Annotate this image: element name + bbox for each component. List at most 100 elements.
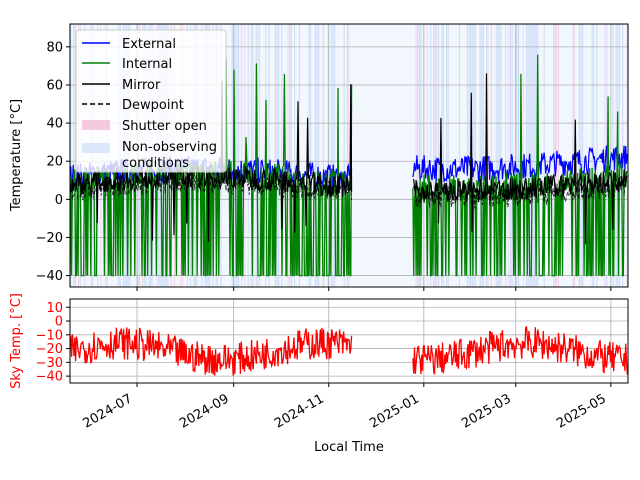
nonobserving-band: [238, 24, 240, 287]
top-panel: −40 −20 0 20 40 60 80 Temperature [°C] Externa…: [9, 23, 629, 291]
top-y-tick-label: −20: [36, 231, 63, 246]
legend-mirror-label: Mirror: [122, 78, 161, 93]
bottom-y-axis-label: Sky Temp. [°C]: [9, 293, 24, 389]
legend-external-label: External: [122, 37, 176, 52]
nonobserving-band: [535, 24, 537, 287]
internal-series: [70, 57, 353, 277]
internal-series: [412, 54, 628, 277]
nonobserving-band: [433, 24, 435, 287]
top-x-ticks: [136, 287, 612, 291]
legend-dewpoint-label: Dewpoint: [122, 98, 184, 113]
nonobserving-band: [298, 24, 300, 287]
nonobserving-band: [250, 24, 252, 287]
x-tick-label: 2025-01: [367, 391, 422, 431]
bottom-y-tick-label: −10: [36, 328, 63, 343]
nonobserving-band: [482, 24, 484, 287]
nonobserving-band: [330, 24, 332, 287]
shutter-open-band: [348, 24, 350, 287]
nonobserving-band: [316, 24, 318, 287]
nonobserving-band: [258, 24, 260, 287]
bottom-y-tick-label: −30: [36, 356, 63, 371]
nonobserving-band: [70, 24, 72, 287]
nonobserving-band: [310, 24, 312, 287]
nonobserving-band: [479, 24, 481, 287]
nonobserving-band: [314, 24, 316, 287]
nonobserving-band: [580, 24, 582, 287]
legend-nonobs-label-2: conditions: [122, 156, 189, 171]
bottom-y-tick-label: 10: [46, 301, 63, 316]
nonobserving-band: [289, 24, 291, 287]
nonobserving-band: [526, 24, 528, 287]
bottom-y-tick-label: −40: [36, 370, 63, 385]
nonobserving-band: [308, 24, 310, 287]
nonobserving-band: [596, 24, 598, 287]
mirror-series: [412, 73, 628, 245]
nonobserving-band: [527, 24, 529, 287]
nonobserving-band: [481, 24, 483, 287]
nonobserving-band: [231, 24, 233, 287]
nonobserving-band: [473, 24, 475, 287]
nonobserving-band: [420, 24, 422, 287]
shutter-open-band: [436, 24, 438, 287]
nonobserving-band: [495, 24, 497, 287]
nonobserving-band: [622, 24, 624, 287]
nonobserving-band: [294, 24, 296, 287]
nonobserving-band: [518, 24, 520, 287]
nonobserving-band: [417, 24, 419, 287]
nonobserving-band: [332, 24, 334, 287]
nonobserving-band: [468, 24, 470, 287]
nonobserving-band: [247, 24, 249, 287]
shutter-open-band: [415, 24, 417, 287]
nonobserving-band: [442, 24, 444, 287]
legend-nonobs-swatch: [82, 143, 110, 153]
legend-shutter-swatch: [82, 120, 110, 130]
nonobserving-band: [530, 24, 532, 287]
bottom-series: [70, 325, 628, 376]
nonobserving-band: [446, 24, 448, 287]
sky-temp-series: [412, 325, 628, 375]
shutter-open-band: [508, 24, 510, 287]
nonobserving-band: [236, 24, 238, 287]
nonobserving-band: [500, 24, 502, 287]
top-y-axis-label: Temperature [°C]: [9, 99, 24, 212]
nonobserving-band: [516, 24, 518, 287]
x-tick-label: 2025-05: [554, 391, 609, 431]
nonobserving-band: [343, 24, 345, 287]
x-axis-label: Local Time: [314, 440, 384, 455]
sky-temp-series: [70, 327, 353, 376]
nonobserving-band: [434, 24, 436, 287]
legend-shutter-label: Shutter open: [122, 119, 207, 134]
legend-internal-label: Internal: [122, 57, 172, 72]
bottom-y-tick-label: 0: [55, 315, 63, 330]
shutter-open-band: [244, 24, 246, 287]
nonobserving-band: [74, 24, 76, 287]
top-y-tick-label: 40: [46, 117, 63, 132]
nonobserving-band: [334, 24, 336, 287]
nonobserving-band: [418, 24, 420, 287]
x-tick-label: 2024-09: [177, 391, 232, 431]
nonobserving-band: [346, 24, 348, 287]
bottom-y-tick-label: −20: [36, 342, 63, 357]
nonobserving-band: [490, 24, 492, 287]
shutter-open-band: [604, 24, 606, 287]
shutter-open-band: [426, 24, 428, 287]
legend: External Internal Mirror Dewpoint Shutte…: [75, 29, 227, 173]
nonobserving-band: [532, 24, 534, 287]
nonobserving-band: [281, 24, 283, 287]
shutter-open-band: [522, 24, 524, 287]
nonobserving-band: [290, 24, 292, 287]
top-y-axis: −40 −20 0 20 40 60 80: [36, 40, 70, 284]
top-y-tick-label: 20: [46, 155, 63, 170]
x-tick-label: 2024-07: [80, 391, 135, 431]
top-y-tick-label: −40: [36, 269, 63, 284]
bottom-x-axis: 2024-07 2024-09 2024-11 2025-01 2025-03 2025-…: [80, 383, 612, 432]
x-tick-label: 2025-03: [459, 391, 514, 431]
nonobserving-band: [276, 24, 278, 287]
bottom-frame: [69, 298, 629, 384]
shutter-open-band: [487, 24, 489, 287]
nonobserving-band: [318, 24, 320, 287]
nonobserving-band: [252, 24, 254, 287]
nonobserving-band: [268, 24, 270, 287]
